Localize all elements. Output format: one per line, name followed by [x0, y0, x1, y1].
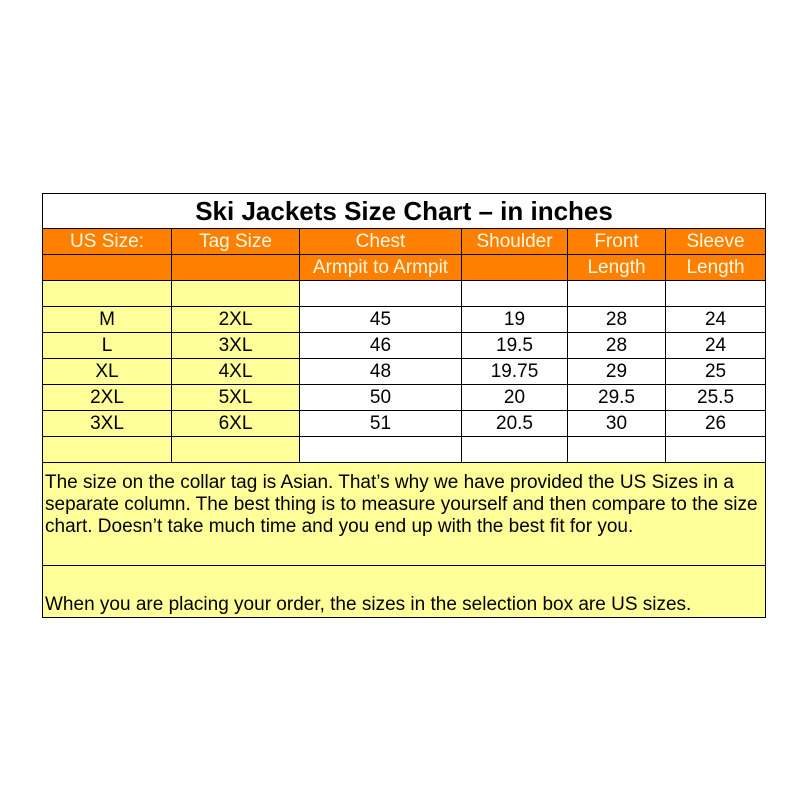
cell-shoulder: 19.5 [461, 332, 568, 359]
cell-chest: 48 [299, 358, 462, 385]
blank-cell [42, 436, 172, 463]
cell-us-size: 3XL [42, 410, 172, 437]
cell-sleeve-length: 26 [664, 410, 767, 437]
cell-us-size: 2XL [42, 384, 172, 411]
header-sub-front: Length [567, 254, 666, 281]
order-note: When you are placing your order, the siz… [41, 565, 767, 618]
cell-shoulder: 20 [461, 384, 568, 411]
size-row: 3XL 6XL 51 20.5 30 26 [42, 410, 767, 437]
header-sub [42, 254, 172, 281]
cell-front-length: 29 [567, 358, 666, 385]
blank-cell [664, 436, 767, 463]
header-row: US Size: Tag Size Chest Shoulder Front S… [42, 228, 767, 255]
cell-front-length: 30 [567, 410, 666, 437]
cell-us-size: M [42, 306, 172, 333]
cell-front-length: 28 [567, 332, 666, 359]
blank-cell [171, 280, 300, 307]
cell-chest: 46 [299, 332, 462, 359]
cell-shoulder: 19 [461, 306, 568, 333]
cell-us-size: XL [42, 358, 172, 385]
blank-row [42, 280, 767, 307]
chart-title: Ski Jackets Size Chart – in inches [41, 193, 767, 229]
blank-cell [299, 436, 462, 463]
cell-front-length: 29.5 [567, 384, 666, 411]
cell-tag-size: 4XL [171, 358, 300, 385]
blank-cell [461, 436, 568, 463]
cell-sleeve-length: 24 [664, 332, 767, 359]
size-note: The size on the collar tag is Asian. Tha… [41, 462, 767, 566]
cell-shoulder: 20.5 [461, 410, 568, 437]
header-row-2: Armpit to Armpit Length Length [42, 254, 767, 281]
cell-sleeve-length: 24 [664, 306, 767, 333]
header-chest: Chest [299, 228, 462, 255]
header-sub-chest: Armpit to Armpit [299, 254, 462, 281]
size-chart-table: Ski Jackets Size Chart – in inches US Si… [41, 193, 767, 618]
cell-chest: 51 [299, 410, 462, 437]
cell-sleeve-length: 25.5 [664, 384, 767, 411]
header-sub [171, 254, 300, 281]
blank-cell [42, 280, 172, 307]
cell-tag-size: 5XL [171, 384, 300, 411]
blank-cell [567, 280, 666, 307]
blank-cell [664, 280, 767, 307]
size-row: 2XL 5XL 50 20 29.5 25.5 [42, 384, 767, 411]
blank-cell [171, 436, 300, 463]
cell-shoulder: 19.75 [461, 358, 568, 385]
header-sleeve: Sleeve [664, 228, 767, 255]
header-us-size: US Size: [42, 228, 172, 255]
cell-us-size: L [42, 332, 172, 359]
cell-chest: 45 [299, 306, 462, 333]
header-shoulder: Shoulder [461, 228, 568, 255]
cell-tag-size: 2XL [171, 306, 300, 333]
header-front: Front [567, 228, 666, 255]
header-sub-sleeve: Length [664, 254, 767, 281]
size-row: M 2XL 45 19 28 24 [42, 306, 767, 333]
blank-cell [299, 280, 462, 307]
blank-cell [461, 280, 568, 307]
size-row: L 3XL 46 19.5 28 24 [42, 332, 767, 359]
cell-chest: 50 [299, 384, 462, 411]
header-tag-size: Tag Size [171, 228, 300, 255]
cell-tag-size: 3XL [171, 332, 300, 359]
cell-front-length: 28 [567, 306, 666, 333]
blank-row [42, 436, 767, 463]
cell-sleeve-length: 25 [664, 358, 767, 385]
size-row: XL 4XL 48 19.75 29 25 [42, 358, 767, 385]
cell-tag-size: 6XL [171, 410, 300, 437]
header-sub [461, 254, 568, 281]
blank-cell [567, 436, 666, 463]
